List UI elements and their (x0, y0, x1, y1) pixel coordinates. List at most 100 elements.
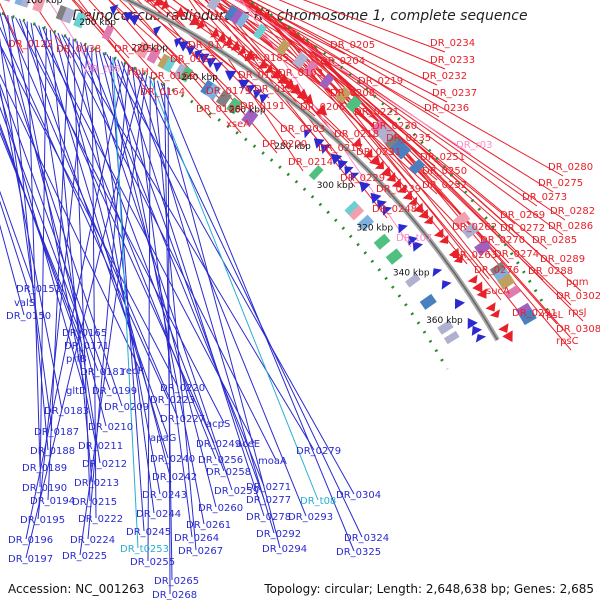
leader-line (235, 0, 346, 55)
leader-line (39, 28, 47, 488)
forward-gene-arrow (418, 209, 429, 219)
gene-label: DR_0245 (126, 527, 171, 538)
feature-block (308, 165, 324, 181)
gene-label: DR_0292 (256, 529, 301, 540)
reverse-gene-arrow (377, 199, 387, 210)
gene-label: recR (122, 366, 145, 377)
feature-block (157, 53, 173, 71)
reverse-gene-arrow (174, 37, 183, 48)
leader-line (0, 73, 141, 371)
leader-line (148, 75, 319, 501)
gene-label: DR_0234 (430, 38, 475, 49)
gene-label: DR_0274 (494, 249, 539, 260)
leader-line (57, 32, 225, 472)
gene-label: DR_0268 (152, 590, 197, 600)
gene-label: DR_0282 (550, 206, 595, 217)
forward-gene-arrow (217, 31, 227, 42)
feature-block (226, 97, 243, 115)
gene-label: DR_0181 (80, 367, 125, 378)
leader-line (150, 0, 270, 99)
reverse-gene-arrow (350, 172, 360, 182)
feature-block (303, 60, 319, 77)
feature-block (235, 12, 250, 28)
forward-gene-arrow (467, 274, 478, 284)
forward-gene-arrow (476, 288, 487, 299)
gene-label: DR_0194 (30, 496, 75, 507)
reverse-gene-arrow (432, 268, 443, 277)
feature-block (2, 0, 14, 2)
scale-label: 200 kbp (79, 18, 116, 28)
leader-line (0, 2, 24, 54)
gene-label: DR_0217 (318, 143, 363, 154)
forward-gene-arrow (485, 302, 496, 312)
feature-block (489, 261, 508, 279)
leader-line (109, 55, 145, 532)
leader-line (80, 42, 233, 491)
forward-gene-arrow (257, 58, 268, 69)
gene-label: DR_0191 (240, 101, 285, 112)
gene-label: DR_0278 (246, 512, 291, 523)
leader-line (239, 0, 516, 225)
gene-label: rpsJ (568, 307, 587, 318)
scale-label: 220 kbp (131, 43, 168, 53)
gene-label: DR_0231 (356, 147, 401, 158)
leader-line (160, 82, 355, 552)
leader-line (147, 76, 151, 562)
gene-label: DR_0242 (152, 472, 197, 483)
leader-line (65, 35, 315, 451)
leader-line (204, 0, 372, 162)
accession-text: Accession: NC_001263 (8, 582, 145, 596)
reverse-gene-arrow (109, 4, 119, 16)
gene-label: DR_0204 (320, 56, 365, 67)
forward-gene-arrow (380, 166, 392, 178)
gene-label: DR_0197 (8, 554, 53, 565)
leader-line (172, 0, 294, 83)
forward-gene-arrow (374, 160, 384, 170)
gene-label: DR_0205 (330, 40, 375, 51)
scale-label: 300 kbp (317, 181, 354, 191)
gene-label: DR_t07 (396, 233, 432, 244)
gene-label: DR_0270 (480, 235, 525, 246)
gene-label: DR_0195 (20, 515, 65, 526)
gene-label: xseA (226, 119, 250, 130)
feature-block (497, 273, 515, 290)
reverse-gene-arrow (246, 84, 257, 95)
feature-block (253, 23, 268, 40)
forward-gene-arrow (397, 184, 407, 193)
gene-label: DR_0190 (22, 483, 67, 494)
feature-block (275, 39, 291, 56)
gene-label: rpsL (542, 310, 564, 321)
feature-block (390, 138, 406, 154)
leader-line (0, 83, 111, 391)
leader-line (0, 106, 99, 372)
gene-label: DR_0192 (254, 84, 299, 95)
feature-block (224, 4, 241, 23)
gene-label: DR_0229 (340, 173, 385, 184)
gene-label: DR_0265 (154, 576, 199, 587)
forward-gene-arrow (160, 0, 170, 10)
reverse-gene-arrow (454, 298, 465, 310)
gene-label: DR_0237 (432, 88, 477, 99)
gene-label: DR_r03 (456, 140, 492, 151)
gene-label: DR_0189 (22, 463, 67, 474)
gene-label: DR_0235 (386, 133, 431, 144)
forward-gene-arrow (283, 78, 296, 90)
feature-block (179, 66, 194, 83)
gene-label: apaG (150, 433, 176, 444)
gene-label: DR_0223 (150, 395, 195, 406)
forward-gene-arrow (237, 44, 246, 55)
leader-line (193, 0, 346, 103)
gene-label: DR_0240 (150, 454, 195, 465)
leader-line (129, 0, 204, 55)
forward-gene-arrow (146, 0, 156, 3)
feature-block (405, 273, 421, 288)
leader-line (34, 23, 255, 444)
gene-label: DR_0214 (288, 157, 333, 168)
forward-gene-arrow (315, 104, 328, 116)
forward-gene-arrow (363, 148, 373, 158)
reverse-gene-arrow (128, 14, 140, 26)
forward-gene-arrow (174, 6, 186, 18)
reverse-gene-arrow (475, 334, 487, 343)
gene-label: DR_0206 (300, 102, 345, 113)
leader-line (120, 61, 307, 517)
